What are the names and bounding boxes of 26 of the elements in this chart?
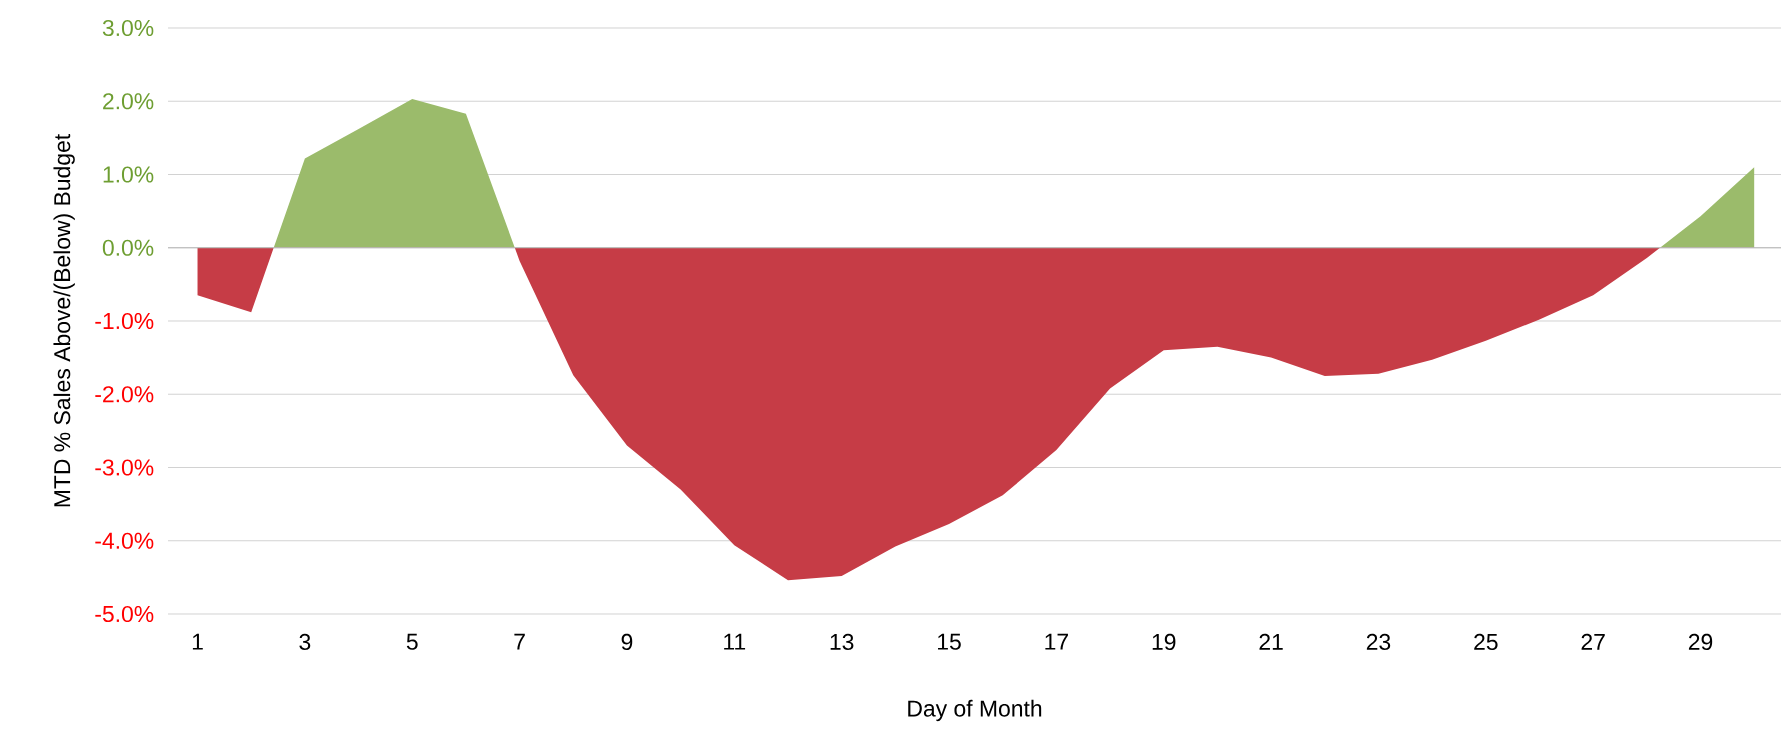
- x-tick-label: 5: [406, 633, 418, 650]
- x-tick-label: 9: [621, 633, 633, 651]
- x-tick-label: 15: [938, 633, 961, 650]
- x-tick-label: 23: [1366, 633, 1391, 651]
- x-tick-label: 17: [1045, 633, 1068, 650]
- y-tick-label: 3.0%: [102, 19, 154, 37]
- y-tick-label: 0.0%: [102, 239, 154, 256]
- y-tick-label: -3.0%: [95, 459, 154, 476]
- y-tick-label: -2.0%: [95, 386, 154, 403]
- x-tick-label: 27: [1581, 633, 1605, 650]
- x-tick-label: 25: [1474, 633, 1498, 651]
- x-tick-label: 7: [514, 633, 525, 650]
- x-tick-label: 29: [1688, 633, 1713, 651]
- x-axis-title: Day of Month: [908, 699, 1042, 722]
- x-tick-label: 21: [1259, 633, 1283, 650]
- y-tick-label: -4.0%: [95, 532, 154, 549]
- y-tick-label: -1.0%: [95, 312, 154, 330]
- x-tick-label: 13: [830, 633, 854, 651]
- y-tick-label: -5.0%: [95, 605, 154, 623]
- y-tick-label: 1.0%: [103, 166, 154, 183]
- x-tick-label: 3: [299, 633, 311, 651]
- y-axis-title: MTD % Sales Above/(Below) Budget: [53, 134, 75, 507]
- x-tick-label: 19: [1152, 633, 1176, 651]
- x-tick-label: 11: [724, 633, 746, 650]
- y-tick-label: 2.0%: [103, 93, 154, 110]
- x-tick-label: 1: [192, 633, 203, 650]
